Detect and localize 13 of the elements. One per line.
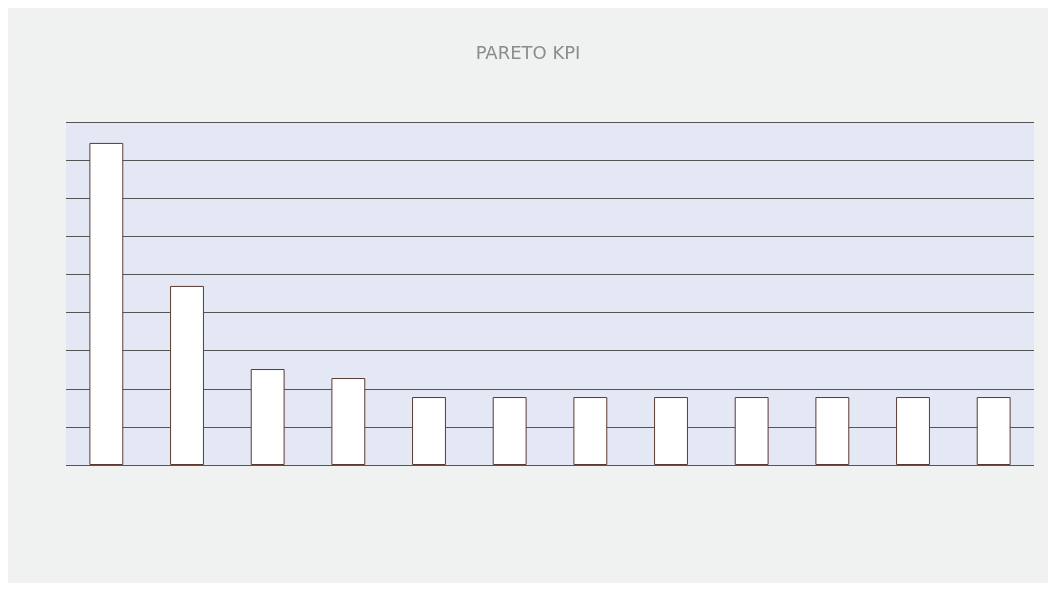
bar [89, 142, 124, 465]
bar [250, 369, 285, 465]
bar [331, 378, 366, 465]
bar [734, 397, 769, 465]
chart-title: PARETO KPI [475, 41, 581, 63]
bar [654, 397, 688, 465]
bar [896, 397, 930, 465]
bar [492, 397, 527, 465]
bar [976, 397, 1011, 465]
bar [573, 397, 608, 465]
bar [815, 397, 850, 465]
bar [412, 397, 446, 465]
bar [170, 285, 204, 465]
